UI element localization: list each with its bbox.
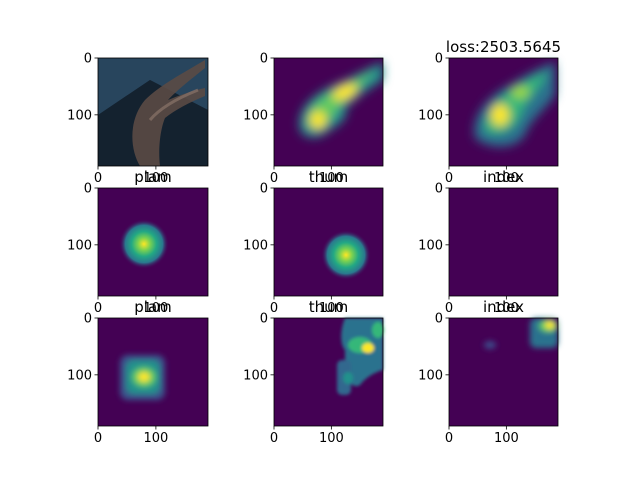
y-tick-label: 100: [243, 368, 268, 383]
y-tick-label: 100: [243, 238, 268, 253]
x-tick-label: 100: [494, 431, 519, 446]
x-tick-label: 0: [270, 301, 278, 316]
axes-frame: [97, 57, 209, 167]
y-tick-label: 0: [260, 182, 268, 197]
axes-r0c1: 0 100 0 100: [243, 52, 384, 186]
panel-heatmap-r2c0: [98, 318, 208, 426]
y-tick-label: 0: [435, 52, 443, 67]
x-tick-label: 0: [445, 171, 453, 186]
x-tick-label: 100: [494, 171, 519, 186]
panel-gaussian-r1c1: [274, 188, 383, 296]
axes-r0c0: 0 100 0 100: [67, 52, 209, 186]
axes-frame: [97, 187, 209, 297]
y-tick-label: 100: [67, 108, 92, 123]
y-tick-label: 0: [84, 182, 92, 197]
panels-layer: [98, 58, 558, 426]
axes-frame: [273, 57, 384, 167]
x-tick-label: 100: [143, 171, 168, 186]
axes-frame: [97, 317, 209, 427]
panel-heatmap-r0c2: [449, 58, 558, 166]
panel-heatmap-r0c1: [274, 58, 383, 166]
axes-frame: [448, 187, 559, 297]
panel-title: thum: [309, 298, 349, 316]
x-tick-label: 100: [494, 301, 519, 316]
y-tick-label: 0: [260, 52, 268, 67]
axes-r0c2: 0 100 0 100 loss:2503.5645: [418, 38, 561, 186]
y-tick-label: 100: [67, 238, 92, 253]
x-tick-label: 0: [445, 431, 453, 446]
y-tick-label: 100: [418, 238, 443, 253]
y-tick-label: 0: [435, 182, 443, 197]
y-tick-label: 100: [67, 368, 92, 383]
x-tick-label: 0: [94, 171, 102, 186]
axes-frame: [448, 317, 559, 427]
x-tick-label: 0: [94, 431, 102, 446]
panel-title: plam: [134, 168, 172, 186]
y-tick-label: 0: [84, 312, 92, 327]
x-tick-label: 0: [270, 431, 278, 446]
panel-title: index: [483, 168, 524, 186]
panel-heatmap-r2c2: [449, 318, 558, 426]
panel-title: loss:2503.5645: [446, 38, 561, 56]
panel-title: plam: [134, 298, 172, 316]
panel-title: index: [483, 298, 524, 316]
panel-gaussian-r1c0: [98, 188, 208, 296]
y-tick-label: 100: [418, 108, 443, 123]
x-tick-label: 100: [319, 431, 344, 446]
axes-frame: [273, 317, 384, 427]
y-tick-label: 100: [418, 368, 443, 383]
x-tick-label: 0: [94, 301, 102, 316]
y-tick-label: 0: [435, 312, 443, 327]
panel-title: thum: [309, 168, 349, 186]
y-tick-label: 0: [260, 312, 268, 327]
axes-frame: [273, 187, 384, 297]
x-tick-label: 100: [143, 431, 168, 446]
y-tick-label: 0: [84, 52, 92, 67]
x-tick-label: 100: [319, 301, 344, 316]
x-tick-label: 0: [445, 301, 453, 316]
y-tick-label: 100: [243, 108, 268, 123]
x-tick-label: 100: [319, 171, 344, 186]
panel-heatmap-r2c1: [274, 318, 384, 426]
axes-frame: [448, 57, 559, 167]
x-tick-label: 0: [270, 171, 278, 186]
panel-photo: [98, 58, 208, 166]
panel-empty-r1c2: [449, 188, 558, 296]
x-tick-label: 100: [143, 301, 168, 316]
